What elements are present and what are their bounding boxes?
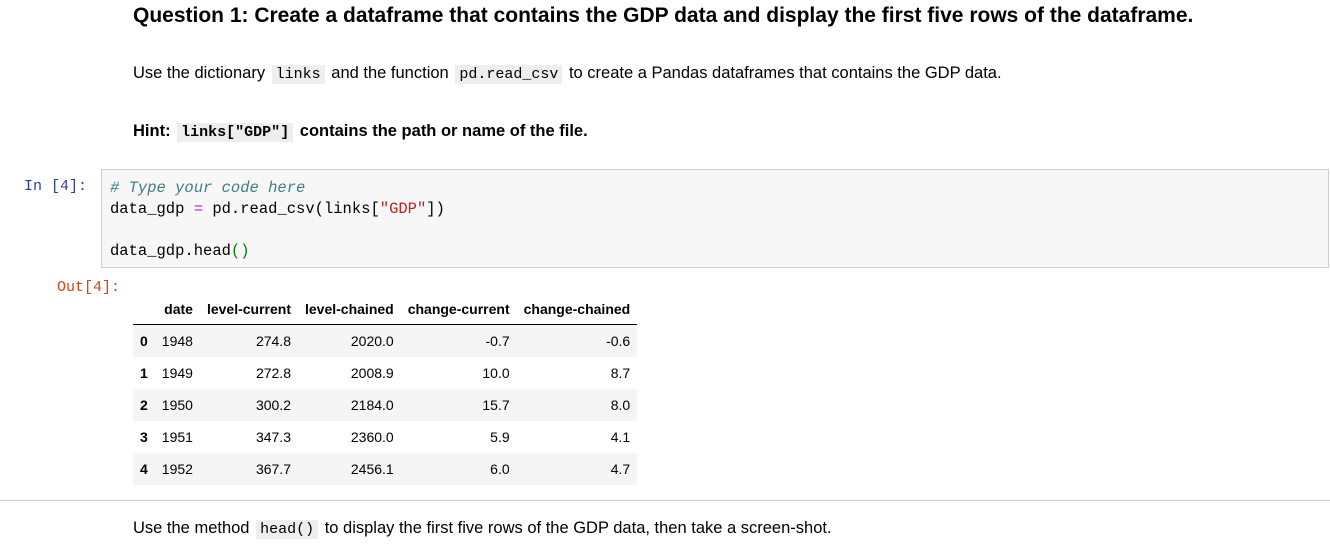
cell-change-chained: 4.7 [610, 461, 631, 477]
table-row: 2 1950 300.2 2184.0 15.7 8.0 [133, 389, 638, 421]
table-header-row: date level-current level-chained change-… [133, 294, 638, 325]
cell-change-current: 6.0 [490, 461, 510, 477]
instruction-paragraph: Use the dictionary links and the functio… [133, 64, 1002, 84]
cell-level-current: 274.8 [255, 333, 291, 349]
input-prompt: In [4]: [24, 178, 88, 195]
instruction-text-2: and the function [331, 64, 449, 82]
cell-level-chained: 2008.9 [350, 365, 394, 381]
code-token-string: "GDP" [379, 200, 427, 218]
cell-change-chained: 8.7 [610, 365, 631, 381]
row-index: 4 [140, 461, 148, 477]
cell-date: 1949 [161, 365, 193, 381]
column-header-index [133, 294, 155, 325]
hint-code: links["GDP"] [177, 123, 294, 142]
code-token-assign-target: data_gdp [110, 200, 194, 218]
instruction-text-1: Use the dictionary [133, 64, 266, 82]
code-token-close: ]) [426, 200, 445, 218]
row-index: 0 [140, 333, 148, 349]
table-row: 0 1948 274.8 2020.0 -0.7 -0.6 [133, 324, 638, 357]
code-line-read-csv: data_gdp = pd.read_csv(links["GDP"]) [110, 200, 445, 218]
column-header-level-current: level-current [199, 294, 298, 325]
cell-level-current: 367.7 [255, 461, 291, 477]
cell-date: 1948 [161, 333, 193, 349]
row-index: 2 [140, 397, 148, 413]
hint-text: contains the path or name of the file. [299, 122, 588, 140]
question-heading: Question 1: Create a dataframe that cont… [133, 4, 1194, 27]
code-token-head: data_gdp.head [110, 242, 231, 260]
cell-change-chained: 4.1 [610, 429, 631, 445]
cell-level-chained: 2360.0 [350, 429, 394, 445]
footer-text-2: to display the first five rows of the GD… [324, 519, 832, 537]
cell-level-chained: 2456.1 [350, 461, 394, 477]
row-index: 3 [140, 429, 148, 445]
cell-date: 1952 [161, 461, 193, 477]
cell-level-current: 272.8 [255, 365, 291, 381]
table-row: 4 1952 367.7 2456.1 6.0 4.7 [133, 453, 638, 485]
column-header-level-chained: level-chained [298, 294, 401, 325]
cell-change-current: -0.7 [485, 333, 510, 349]
cell-date: 1950 [161, 397, 193, 413]
code-token-call: pd.read_csv(links[ [203, 200, 380, 218]
code-token-operator: = [193, 200, 204, 218]
cell-change-current: 10.0 [482, 365, 510, 381]
code-token-parens: () [230, 242, 250, 260]
cell-level-current: 347.3 [255, 429, 291, 445]
cell-change-chained: 8.0 [610, 397, 631, 413]
hint-label: Hint: [133, 122, 171, 140]
column-header-change-chained: change-chained [516, 294, 638, 325]
cell-change-current: 15.7 [482, 397, 510, 413]
column-header-change-current: change-current [400, 294, 517, 325]
inline-code-read-csv: pd.read_csv [455, 65, 563, 84]
footer-paragraph: Use the method head() to display the fir… [133, 519, 832, 539]
instruction-text-3: to create a Pandas dataframes that conta… [568, 64, 1002, 82]
cell-change-chained: -0.6 [606, 333, 631, 349]
cell-change-current: 5.9 [490, 429, 510, 445]
cell-level-chained: 2020.0 [350, 333, 394, 349]
code-cell-editor[interactable]: # Type your code here data_gdp = pd.read… [101, 169, 1329, 268]
table-row: 1 1949 272.8 2008.9 10.0 8.7 [133, 357, 637, 389]
footer-text-1: Use the method [133, 519, 250, 537]
column-header-date: date [154, 294, 200, 325]
cell-date: 1951 [161, 429, 193, 445]
dataframe-output-table: date level-current level-chained change-… [133, 294, 638, 485]
cell-level-current: 300.2 [255, 397, 291, 413]
cell-separator [0, 500, 1330, 501]
code-comment: # Type your code here [110, 179, 306, 197]
row-index: 1 [140, 365, 148, 381]
code-line-head: data_gdp.head() [110, 242, 250, 260]
table-row: 3 1951 347.3 2360.0 5.9 4.1 [133, 421, 637, 453]
inline-code-head: head() [256, 520, 319, 539]
cell-level-chained: 2184.0 [350, 397, 394, 413]
output-prompt: Out[4]: [57, 279, 121, 296]
hint-paragraph: Hint: links["GDP"] contains the path or … [133, 122, 588, 142]
inline-code-links: links [271, 65, 325, 84]
code-line-comment: # Type your code here [110, 179, 305, 197]
